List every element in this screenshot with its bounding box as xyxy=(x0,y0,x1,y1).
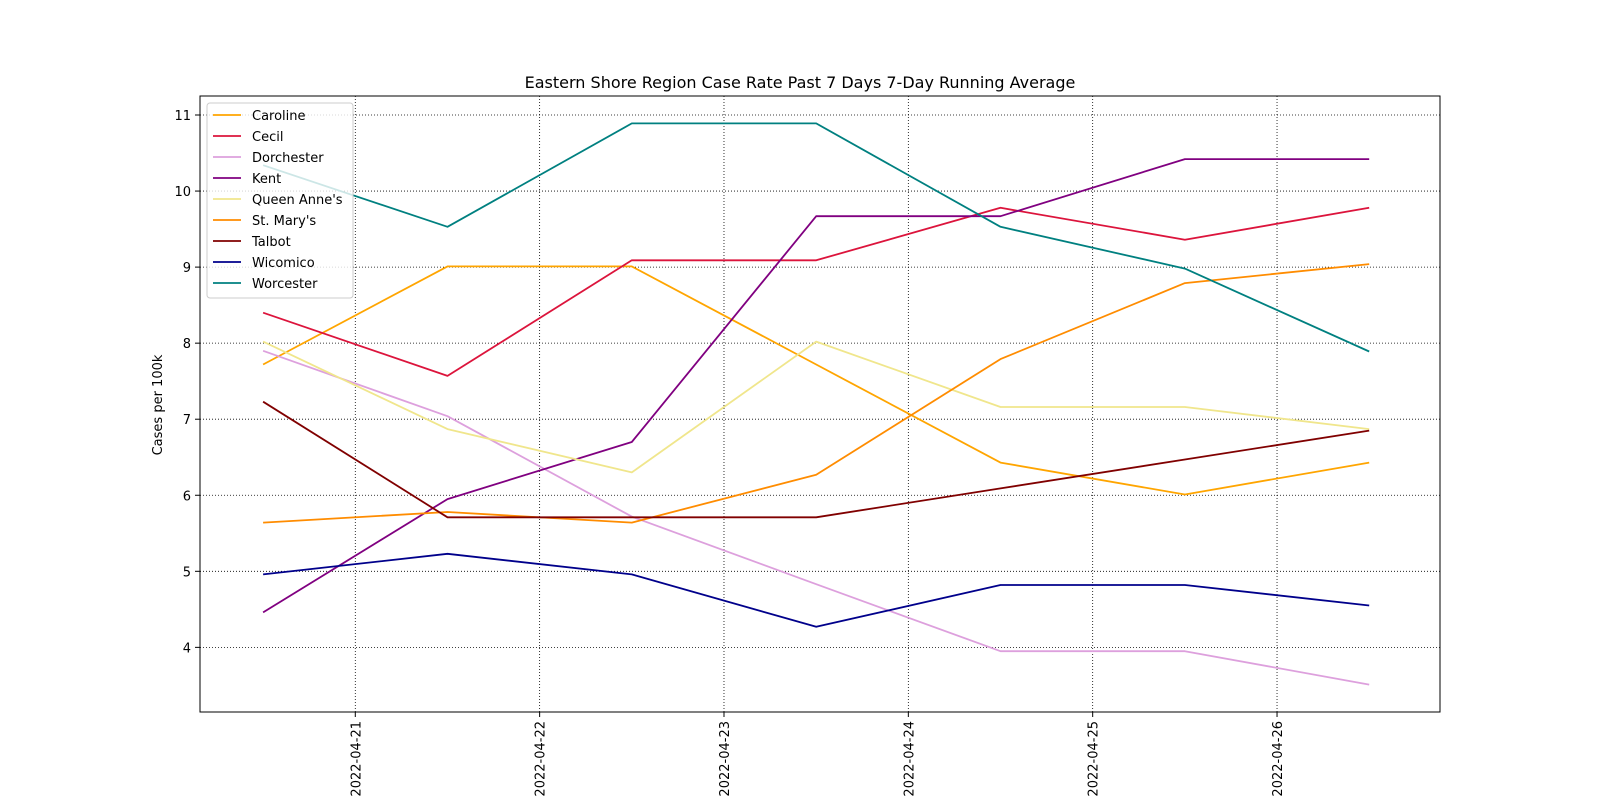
legend-label-kent: Kent xyxy=(252,172,281,187)
y-tick-label: 11 xyxy=(174,109,191,124)
legend-label-dorchester: Dorchester xyxy=(252,151,324,166)
series-line-worcester xyxy=(262,122,1370,353)
x-tick-label: 2022-04-24 xyxy=(902,721,917,797)
plot-area-frame xyxy=(199,95,1441,713)
legend-label-caroline: Caroline xyxy=(252,109,306,124)
x-axis-ticks: 2022-04-21 2022-04-22 2022-04-23 2022-04-24… xyxy=(349,712,1286,797)
y-tick-label: 7 xyxy=(183,413,191,428)
y-axis-label: Cases per 100k xyxy=(151,354,166,455)
y-tick-label: 6 xyxy=(183,489,191,504)
series-line-queen-anne-s xyxy=(262,340,1370,474)
chart-title: Eastern Shore Region Case Rate Past 7 Da… xyxy=(525,73,1076,92)
series-line-caroline xyxy=(262,265,1370,496)
legend-label-talbot: Talbot xyxy=(251,235,291,250)
series-line-talbot xyxy=(262,400,1370,519)
y-tick-label: 9 xyxy=(183,261,191,276)
series-line-dorchester xyxy=(262,349,1370,686)
y-tick-label: 8 xyxy=(183,337,191,352)
series-lines xyxy=(262,122,1370,686)
y-tick-label: 4 xyxy=(183,641,191,656)
legend-label-st-mary-s: St. Mary's xyxy=(252,214,316,229)
series-line-cecil xyxy=(262,206,1370,377)
x-tick-label: 2022-04-22 xyxy=(534,721,549,797)
grid-lines xyxy=(200,96,1440,712)
y-axis-ticks: 4 5 6 7 8 9 10 11 xyxy=(174,109,200,656)
y-tick-label: 5 xyxy=(183,565,191,580)
x-tick-label: 2022-04-23 xyxy=(718,721,733,797)
series-line-kent xyxy=(262,158,1370,614)
legend: Caroline Cecil Dorchester Kent Queen Anne's S… xyxy=(206,102,354,299)
legend-label-worcester: Worcester xyxy=(252,277,318,292)
x-tick-label: 2022-04-25 xyxy=(1087,721,1102,797)
y-tick-label: 10 xyxy=(174,185,191,200)
x-tick-label: 2022-04-26 xyxy=(1271,721,1286,797)
legend-label-cecil: Cecil xyxy=(252,130,283,145)
x-tick-label: 2022-04-21 xyxy=(349,721,364,797)
series-line-wicomico xyxy=(263,552,1370,628)
legend-label-queen-anne-s: Queen Anne's xyxy=(252,193,343,208)
legend-box xyxy=(206,102,354,299)
series-line-st-mary-s xyxy=(263,263,1370,524)
legend-label-wicomico: Wicomico xyxy=(252,256,315,271)
